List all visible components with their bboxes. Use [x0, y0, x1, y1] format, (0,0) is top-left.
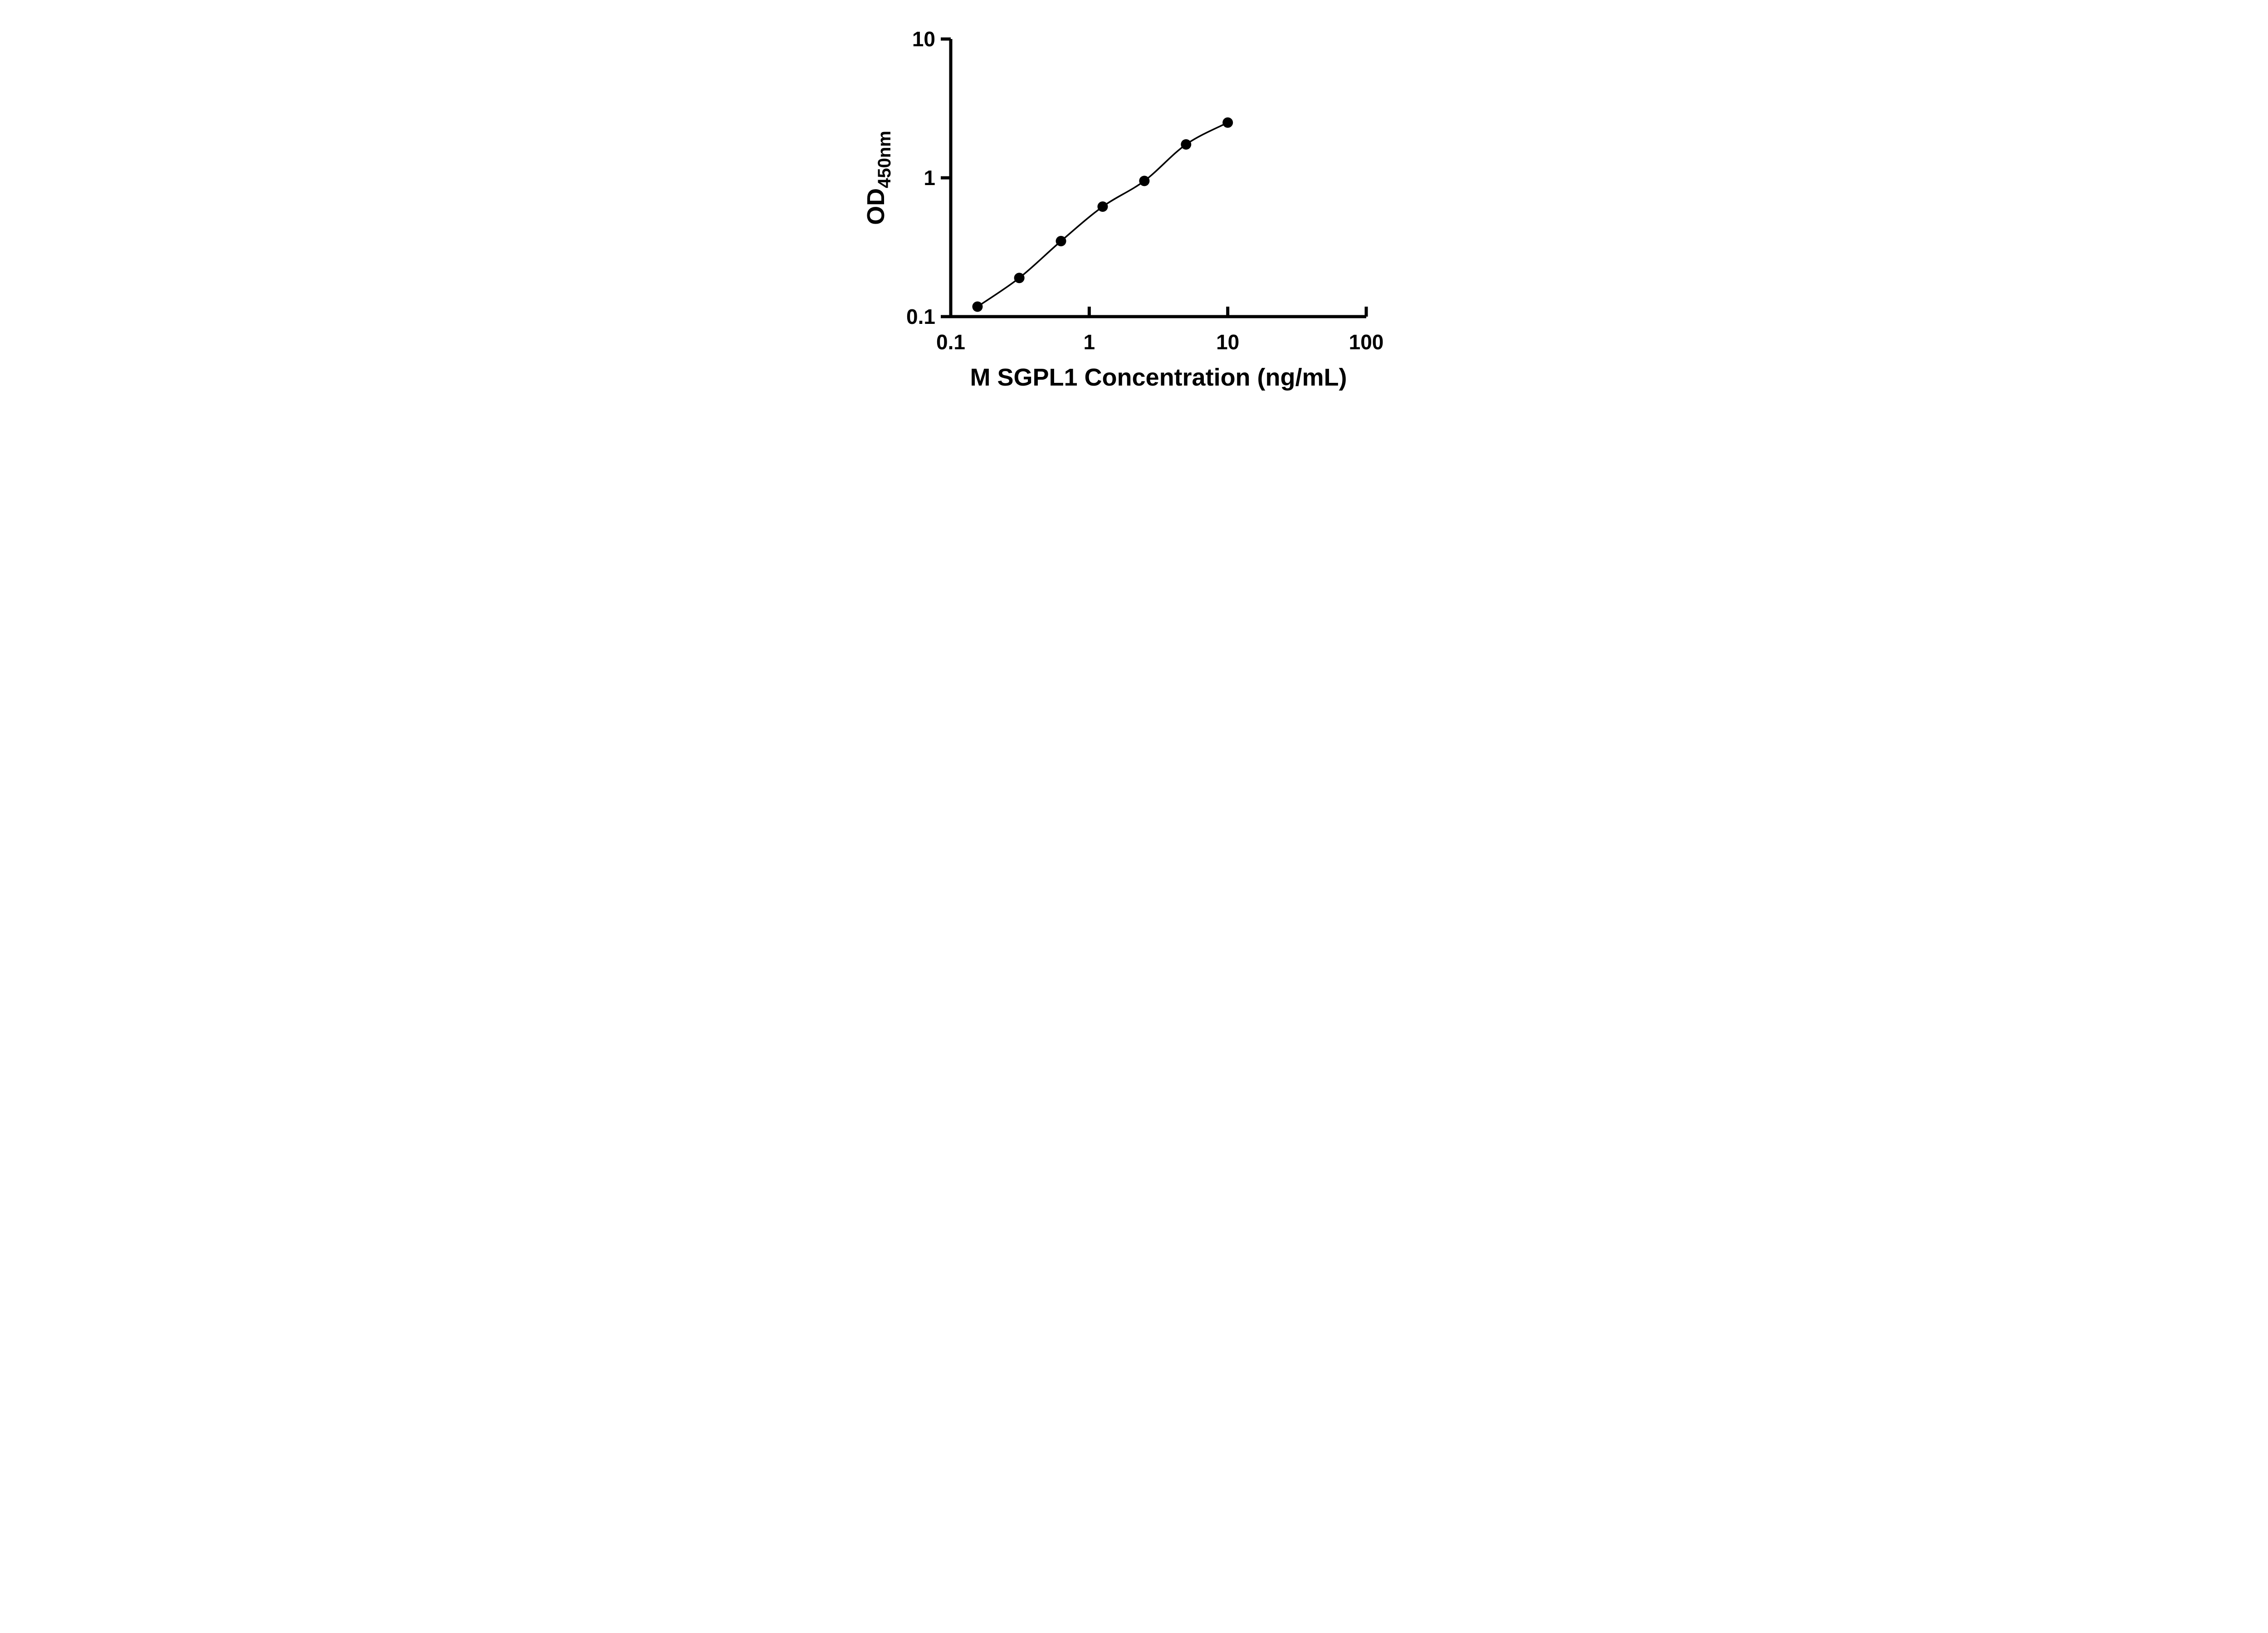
- data-point: [972, 301, 983, 312]
- axes: [949, 39, 1366, 318]
- y-axis-label: OD450nm: [862, 131, 894, 225]
- data-point: [1056, 236, 1066, 247]
- x-tick-label: 100: [1349, 330, 1384, 354]
- data-point: [1014, 273, 1025, 284]
- y-axis-label-subscript: 450nm: [875, 131, 894, 188]
- x-tick-label: 1: [1084, 330, 1095, 354]
- axis-spines: [949, 39, 1366, 318]
- data-point: [1181, 139, 1192, 150]
- data-series: [972, 117, 1233, 312]
- y-axis-label-main: OD: [862, 188, 890, 225]
- axis-ticks: [941, 37, 1368, 318]
- data-point: [1222, 117, 1233, 128]
- data-point: [1139, 176, 1150, 186]
- x-tick-label: 10: [1216, 330, 1239, 354]
- y-tick-label: 0.1: [906, 305, 935, 328]
- x-axis-label: M SGPL1 Concentration (ng/mL): [970, 364, 1347, 391]
- y-tick-label: 10: [912, 27, 935, 51]
- elisa-standard-curve-figure: 0.1 1 10 100 0.1 1 10 M SGPL1 Concentration (n…: [848, 0, 1420, 408]
- data-point: [1097, 201, 1108, 212]
- elisa-standard-curve-chart: 0.1 1 10 100 0.1 1 10 M SGPL1 Concentration (n…: [862, 27, 1383, 391]
- tick-labels: 0.1 1 10 100 0.1 1 10: [906, 27, 1383, 354]
- x-tick-label: 0.1: [936, 330, 965, 354]
- y-tick-label: 1: [924, 166, 935, 190]
